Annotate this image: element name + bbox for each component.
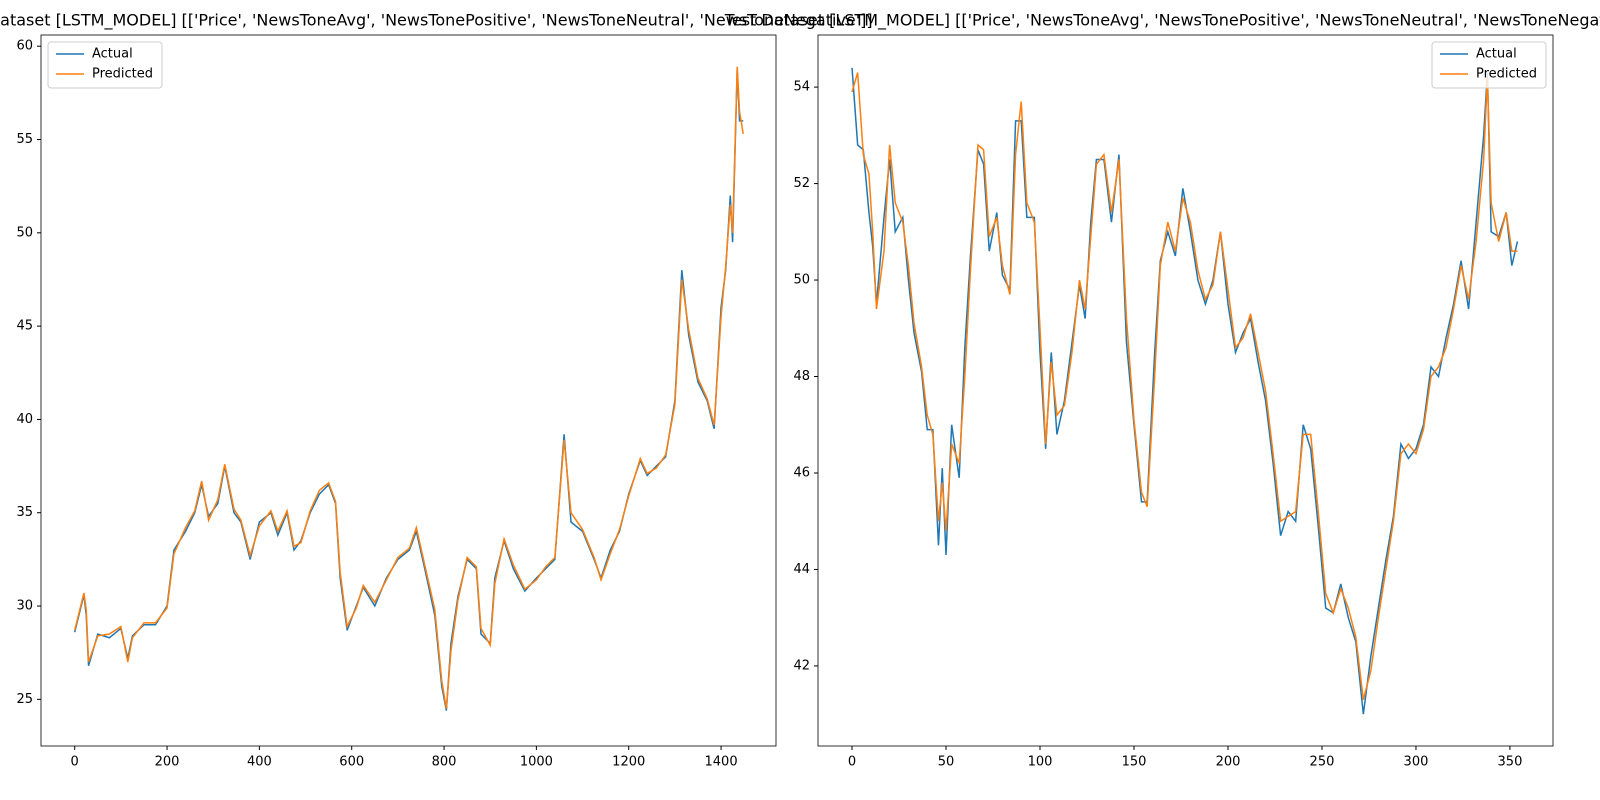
x-tick-label: 1200	[612, 755, 645, 770]
y-tick-label: 50	[16, 225, 33, 240]
y-tick-label: 45	[16, 319, 33, 334]
series-line	[73, 68, 744, 711]
legend-label: Actual	[92, 47, 133, 62]
y-tick-label: 52	[793, 176, 810, 191]
x-tick-label: 200	[1216, 755, 1241, 770]
subplot: 0 200 400 600 800 1000 1200 1400 25 30 35 40 45 50 55 6…	[16, 34, 777, 770]
y-tick-label: 42	[793, 658, 810, 673]
y-tick-label: 25	[16, 692, 33, 707]
axes-frame	[817, 34, 1554, 747]
y-tick-label: 30	[16, 599, 33, 614]
chart-title: Test Dataset [LSTM_MODEL] [['Price', 'Ne…	[724, 11, 1600, 31]
legend-label: Predicted	[1476, 67, 1537, 82]
series-line	[851, 72, 1518, 700]
axes-frame	[40, 34, 777, 747]
y-tick-label: 55	[16, 132, 33, 147]
x-tick-label: 50	[938, 755, 955, 770]
x-tick-label: 800	[432, 755, 457, 770]
y-tick-label: 60	[16, 39, 33, 54]
x-tick-label: 200	[155, 755, 180, 770]
x-tick-label: 400	[247, 755, 272, 770]
chart-title: Train Dataset [LSTM_MODEL] [['Price', 'N…	[0, 11, 873, 31]
x-tick-label: 1000	[520, 755, 553, 770]
y-tick-label: 50	[793, 273, 810, 288]
series-line	[851, 67, 1519, 715]
y-tick-label: 44	[793, 562, 810, 577]
x-tick-label: 1400	[705, 755, 738, 770]
legend: Actual Predicted	[1431, 41, 1547, 89]
legend-label: Actual	[1476, 47, 1517, 62]
y-tick-label: 35	[16, 505, 33, 520]
x-tick-label: 300	[1404, 755, 1429, 770]
subplot: 0 50 100 150 200 250 300 350 42 44 46 48 50 52 54 Actua…	[793, 34, 1554, 770]
x-tick-label: 100	[1028, 755, 1053, 770]
x-tick-label: 350	[1498, 755, 1523, 770]
series-line	[73, 66, 744, 709]
x-tick-label: 0	[848, 755, 856, 770]
y-tick-label: 46	[793, 465, 810, 480]
y-tick-label: 54	[793, 80, 810, 95]
x-tick-label: 0	[71, 755, 79, 770]
plot-area	[73, 66, 744, 711]
y-tick-label: 40	[16, 412, 33, 427]
x-tick-label: 150	[1122, 755, 1147, 770]
x-tick-label: 600	[339, 755, 364, 770]
legend-label: Predicted	[92, 67, 153, 82]
legend: Actual Predicted	[47, 41, 163, 89]
y-tick-label: 48	[793, 369, 810, 384]
plot-area	[851, 67, 1519, 715]
x-tick-label: 250	[1310, 755, 1335, 770]
